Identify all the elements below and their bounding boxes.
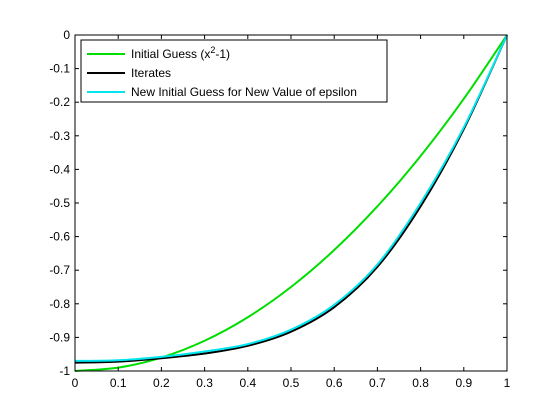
y-tick-label: -0.8 <box>49 297 70 311</box>
y-tick-label: -1 <box>59 364 70 378</box>
x-tick-label: 0.4 <box>239 376 256 390</box>
series-line-new-initial-guess <box>74 34 508 362</box>
y-tick-label: 0 <box>63 28 70 42</box>
x-tick-label: 0.8 <box>412 376 429 390</box>
y-tick-label: -0.1 <box>49 62 70 76</box>
y-tick-label: -0.5 <box>49 196 70 210</box>
y-tick-label: -0.3 <box>49 129 70 143</box>
x-tick-label: 0.1 <box>110 376 127 390</box>
y-tick-label: -0.9 <box>49 330 70 344</box>
x-tick-label: 0.9 <box>455 376 472 390</box>
x-tick-label: 1 <box>504 376 511 390</box>
y-tick-label: -0.2 <box>49 95 70 109</box>
legend: Initial Guess (x2-1) Iterates New Initial … <box>80 39 388 103</box>
x-tick-label: 0.6 <box>326 376 343 390</box>
x-tick-label: 0.3 <box>196 376 213 390</box>
x-tick-label: 0.5 <box>283 376 300 390</box>
x-tick-label: 0.2 <box>153 376 170 390</box>
y-tick-label: -0.6 <box>49 230 70 244</box>
y-tick-label: -0.4 <box>49 162 70 176</box>
legend-label-iterates: Iterates <box>131 66 171 80</box>
series-line-iterates <box>74 34 508 364</box>
x-tick-label: 0.7 <box>369 376 386 390</box>
series-line-initial-guess <box>74 34 508 372</box>
legend-box <box>80 39 388 103</box>
series-layer <box>74 34 508 372</box>
x-axis: 0 0.1 0.2 0.3 0.4 0.5 0.6 0.7 0.8 0.9 1 <box>72 35 511 390</box>
legend-label-initial-guess: Initial Guess (x2-1) <box>131 45 230 61</box>
y-axis: 0 -0.1 -0.2 -0.3 -0.4 -0.5 -0.6 -0.7 -0.8 -0.9 -1 <box>49 28 507 378</box>
legend-label-new-initial-guess: New Initial Guess for New Value of epsil… <box>131 85 357 99</box>
y-tick-label: -0.7 <box>49 263 70 277</box>
x-tick-label: 0 <box>72 376 79 390</box>
